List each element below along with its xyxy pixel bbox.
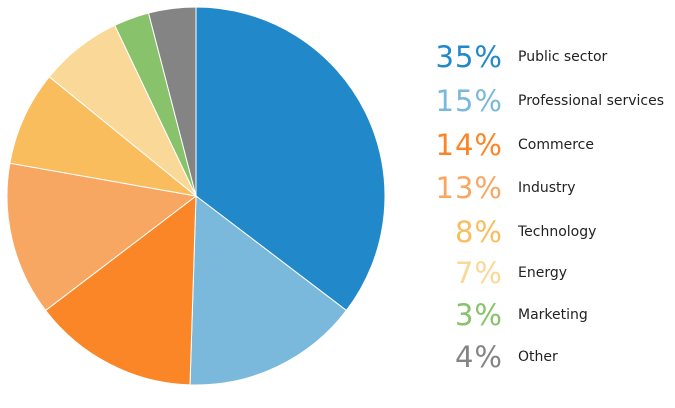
legend-label: Public sector — [518, 49, 608, 65]
legend-percent: 4% — [454, 340, 503, 374]
legend-percent: 7% — [454, 256, 503, 290]
legend-percent: 8% — [454, 215, 503, 249]
legend-label: Other — [518, 349, 558, 365]
legend-label: Energy — [518, 265, 568, 281]
legend-percent: 3% — [454, 298, 503, 332]
legend-item-commerce: 14% Commerce — [400, 125, 675, 165]
legend-item-other: 4% Other — [400, 337, 675, 377]
legend-percent: 15% — [435, 84, 503, 118]
legend-item-marketing: 3% Marketing — [400, 295, 675, 335]
legend-label: Industry — [518, 180, 576, 196]
legend-label: Marketing — [518, 307, 588, 323]
legend-item-industry: 13% Industry — [400, 168, 675, 208]
pie-slice-other — [147, 6, 197, 197]
legend-item-public-sector: 35% Public sector — [400, 37, 675, 77]
legend-label: Commerce — [518, 137, 594, 153]
legend-item-energy: 7% Energy — [400, 253, 675, 293]
legend-percent: 13% — [435, 171, 503, 205]
pie-slice-industry — [6, 162, 198, 312]
pie-slice-technology — [9, 76, 198, 197]
pie-slice-professional-services — [189, 195, 348, 386]
legend-item-technology: 8% Technology — [400, 212, 675, 252]
pie-slice-public-sector — [195, 6, 386, 312]
legend-label: Professional services — [518, 93, 665, 109]
pie-slice-commerce — [44, 194, 197, 386]
legend-percent: 35% — [435, 40, 503, 74]
legend-percent: 14% — [435, 128, 503, 162]
legend-item-professional-services: 15% Professional services — [400, 81, 675, 121]
legend-label: Technology — [518, 224, 597, 240]
